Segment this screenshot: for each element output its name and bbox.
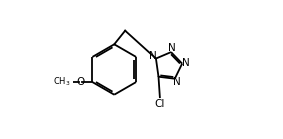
Text: CH$_3$: CH$_3$ <box>53 76 70 88</box>
Text: N: N <box>173 77 181 87</box>
Text: N: N <box>149 51 156 61</box>
Text: N: N <box>182 58 190 68</box>
Text: O: O <box>77 77 85 87</box>
Text: Cl: Cl <box>155 99 165 109</box>
Text: N: N <box>168 43 176 53</box>
